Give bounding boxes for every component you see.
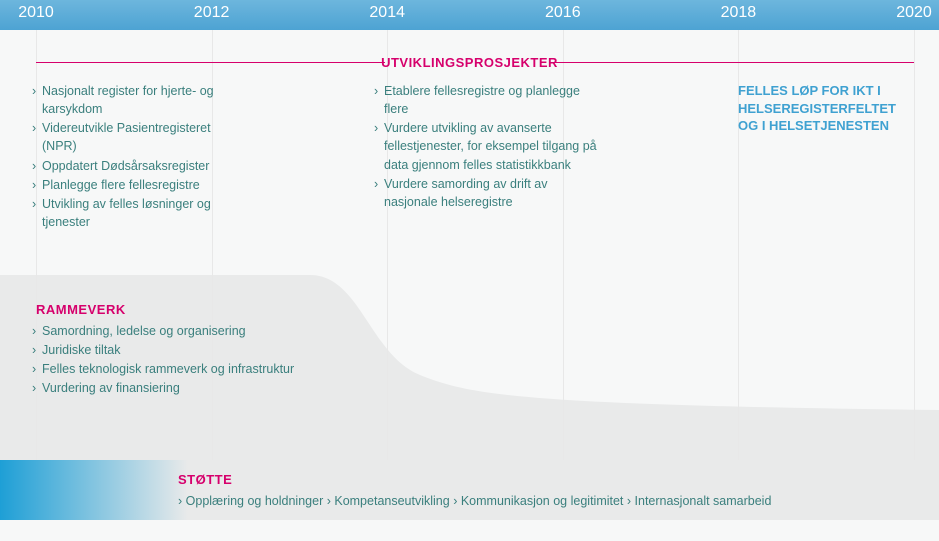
stotte-title: STØTTE [178,472,232,487]
list-item: Juridiske tiltak [32,341,332,359]
list-item: Videreutvikle Pasientregisteret (NPR) [32,119,222,155]
year-label: 2016 [545,4,581,22]
utviklingsprosjekter-title: UTVIKLINGSPROSJEKTER [381,55,558,70]
stotte-item: Internasjonalt samarbeid [627,494,772,508]
phase2-list: Etablere fellesregistre og planlegge fle… [374,82,604,212]
list-item: Utvikling av felles løsninger og tjenest… [32,195,222,231]
year-label: 2014 [369,4,405,22]
stotte-item: Kompetanseutvikling [327,494,453,508]
list-item: Oppdatert Dødsårsaksregister [32,157,222,175]
phase1-list: Nasjonalt register for hjerte- og karsyk… [32,82,222,232]
list-item: Vurdering av finansiering [32,379,332,397]
list-item: Samordning, ledelse og organisering [32,322,332,340]
list-item: Vurdere samording av drift av nasjonale … [374,175,604,211]
year-labels-row: 2010 2012 2014 2016 2018 2020 [0,4,939,30]
stotte-item: Kommunikasjon og legitimitet [453,494,627,508]
list-item: Etablere fellesregistre og planlegge fle… [374,82,604,118]
list-item: Planlegge flere fellesregistre [32,176,222,194]
list-item: Vurdere utvikling av avanserte fellestje… [374,119,604,173]
year-label: 2010 [18,4,54,22]
stotte-items-row: Opplæring og holdninger Kompetanseutvikl… [178,494,771,508]
list-item: Felles teknologisk rammeverk og infrastr… [32,360,332,378]
rammeverk-title: RAMMEVERK [36,302,126,317]
phase3-text: FELLES LØP FOR IKT I HELSEREGISTERFELTET… [738,82,918,135]
year-label: 2012 [194,4,230,22]
section-rule-left [36,62,385,63]
year-label: 2020 [896,4,932,22]
stotte-background-band [0,460,939,520]
section-rule-right [555,62,914,63]
year-label: 2018 [721,4,757,22]
rammeverk-list: Samordning, ledelse og organiseringJurid… [32,322,332,399]
stotte-item: Opplæring og holdninger [178,494,327,508]
list-item: Nasjonalt register for hjerte- og karsyk… [32,82,222,118]
